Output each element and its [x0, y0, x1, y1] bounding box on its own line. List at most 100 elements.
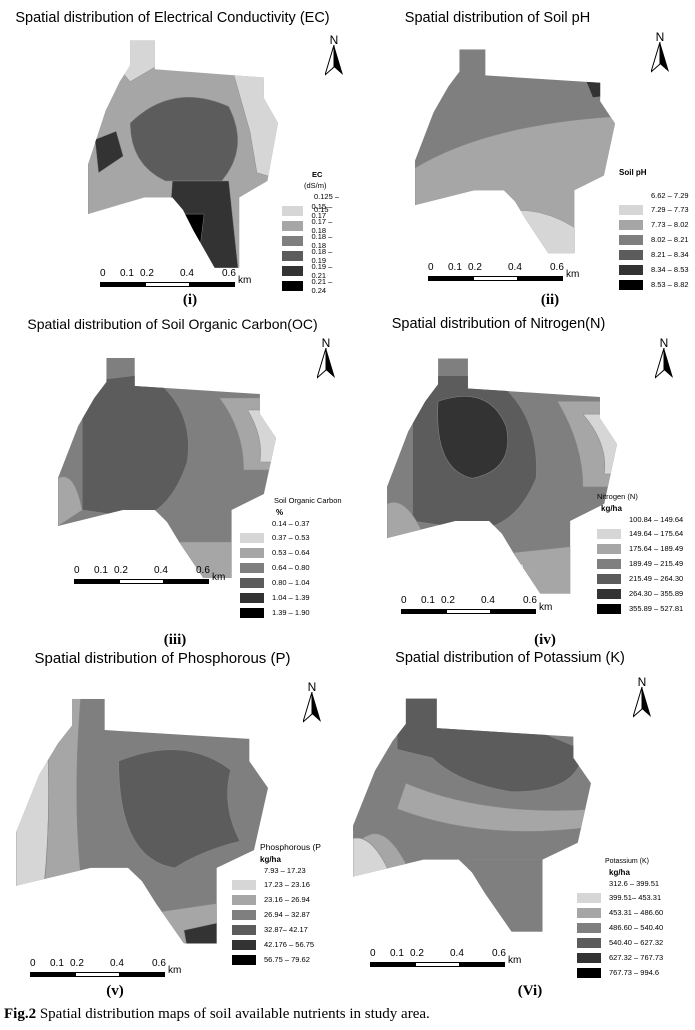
scale-bar: 0 0.1 0.2 0.4 0.6 km: [30, 958, 200, 980]
panel-label: (Vi): [517, 983, 543, 999]
legend-row: 32.87– 42.17: [232, 922, 321, 937]
legend-row: 56.75 – 79.62: [232, 952, 321, 967]
scale-tick-label: 0.4: [110, 958, 124, 969]
scale-segment: [74, 579, 119, 584]
scale-tick-label: 0.2: [70, 958, 84, 969]
legend-title: Nitrogen (N): [597, 492, 638, 501]
legend-swatch: [240, 607, 264, 618]
legend-swatch: [577, 892, 601, 903]
legend-label: 7.29 – 7.73: [651, 205, 689, 214]
legend-label: 6.62 – 7.29: [651, 191, 689, 200]
legend-title: Soil Organic Carbon: [274, 496, 342, 505]
scale-tick-label: 0.4: [450, 948, 464, 959]
legend-row: 0.18 – 0.19: [282, 246, 345, 265]
legend-label: 0.18 – 0.19: [311, 246, 333, 265]
scale-tick-label: 0.2: [468, 262, 482, 273]
scale-tick-label: 0.2: [140, 268, 154, 279]
scale-segment: [460, 962, 505, 967]
panel-label: (iv): [534, 632, 556, 648]
legend-swatch: [232, 939, 256, 950]
legend-row: 0.18 – 0.18: [282, 232, 345, 250]
scale-unit: km: [168, 965, 182, 976]
legend-label: 0.64 – 0.80: [272, 563, 310, 572]
scale-segment: [145, 282, 190, 287]
map-title: Spatial distribution of Soil pH: [404, 10, 591, 26]
legend-label: 0.14 – 0.37: [272, 519, 310, 528]
legend-row: 0.21 – 0.24: [282, 277, 345, 295]
north-arrow: N: [299, 680, 325, 726]
panel-label: (i): [182, 292, 198, 308]
legend-swatch: [232, 954, 256, 965]
legend-row: 6.62 – 7.29: [651, 189, 689, 202]
legend-swatch: [240, 592, 264, 603]
legend-swatch: [282, 220, 304, 231]
legend-label: 486.60 – 540.40: [609, 923, 664, 932]
legend-row: 312.6 – 399.51: [609, 877, 663, 890]
scale-tick-label: 0.2: [441, 595, 455, 606]
legend-swatch: [597, 573, 621, 584]
p-legend: Phosphorous (P kg/ha 7.93 – 17.23 17.23 –…: [232, 842, 321, 967]
scale-tick-label: 0.6: [152, 958, 166, 969]
scale-unit: km: [539, 602, 553, 613]
map-title: Spatial distribution of Soil Organic Car…: [27, 316, 318, 332]
legend-row: 0.64 – 0.80: [240, 560, 342, 575]
legend-swatch: [619, 204, 643, 215]
scale-segment: [473, 276, 518, 281]
north-letter: N: [307, 680, 317, 694]
legend-row: 0.15 – 0.17: [282, 202, 345, 220]
legend-swatch: [232, 924, 256, 935]
legend-label: 453.31 – 486.60: [609, 908, 664, 917]
legend-label: 42.176 – 56.75: [264, 940, 315, 949]
legend-row: 8.34 – 8.53: [619, 262, 689, 277]
ec-legend: EC (dS/m) 0.125 – 0.15 0.15 – 0.17 0.17 – …: [282, 170, 345, 295]
ph-legend: Soil pH 6.62 – 7.29 7.29 – 7.73 7.73 – 8.0…: [619, 168, 689, 292]
legend-row: 399.51– 453.31: [577, 890, 663, 905]
legend-label: 8.53 – 8.82: [651, 280, 689, 289]
legend-label: 7.93 – 17.23: [264, 866, 306, 875]
legend-label: 355.89 – 527.81: [629, 604, 684, 613]
legend-unit: kg/ha: [601, 504, 622, 513]
legend-swatch: [282, 280, 304, 291]
scale-tick-label: 0: [401, 595, 407, 606]
legend-swatch: [232, 894, 256, 905]
legend-unit: (dS/m): [304, 181, 327, 190]
legend-row: 100.84 – 149.64: [629, 513, 683, 526]
map-panel-n: Spatial distribution of Nitrogen(N) N Ni…: [345, 312, 690, 652]
legend-title: Soil pH: [619, 168, 647, 177]
legend-row: 1.04 – 1.39: [240, 590, 342, 605]
legend-swatch: [619, 234, 643, 245]
legend-row: 215.49 – 264.30: [597, 571, 683, 586]
legend-label: 0.125 – 0.15: [314, 192, 340, 214]
legend-swatch: [282, 205, 304, 216]
legend-swatch: [597, 588, 621, 599]
legend-row: 149.64 – 175.64: [597, 526, 683, 541]
north-arrow-icon: [317, 348, 335, 379]
scale-unit: km: [212, 572, 226, 583]
k-map: [353, 698, 591, 932]
legend-label: 0.19 – 0.21: [311, 261, 333, 280]
legend-swatch: [240, 547, 264, 558]
scale-tick-label: 0.1: [50, 958, 64, 969]
p-map: [16, 698, 268, 944]
scale-segment: [491, 609, 536, 614]
scale-segment: [120, 972, 165, 977]
scale-segment: [30, 972, 75, 977]
ec-map: [88, 40, 278, 268]
legend-label: 1.39 – 1.90: [272, 608, 310, 617]
north-letter: N: [659, 336, 669, 350]
legend-label: 399.51– 453.31: [609, 893, 662, 902]
legend-swatch: [577, 907, 601, 918]
scale-segment: [415, 962, 460, 967]
legend-swatch: [577, 952, 601, 963]
scale-segment: [190, 282, 235, 287]
north-arrow-icon: [325, 45, 343, 76]
scale-tick-label: 0.6: [550, 262, 564, 273]
legend-row: 175.64 – 189.49: [597, 541, 683, 556]
north-letter: N: [655, 30, 665, 44]
scale-bar: 0 0.1 0.2 0.4 0.6 km: [370, 948, 540, 970]
scale-tick-label: 0.1: [390, 948, 404, 959]
scale-tick-label: 0.1: [421, 595, 435, 606]
ph-map: [415, 49, 615, 254]
legend-row: 0.80 – 1.04: [240, 575, 342, 590]
legend-swatch: [577, 937, 601, 948]
